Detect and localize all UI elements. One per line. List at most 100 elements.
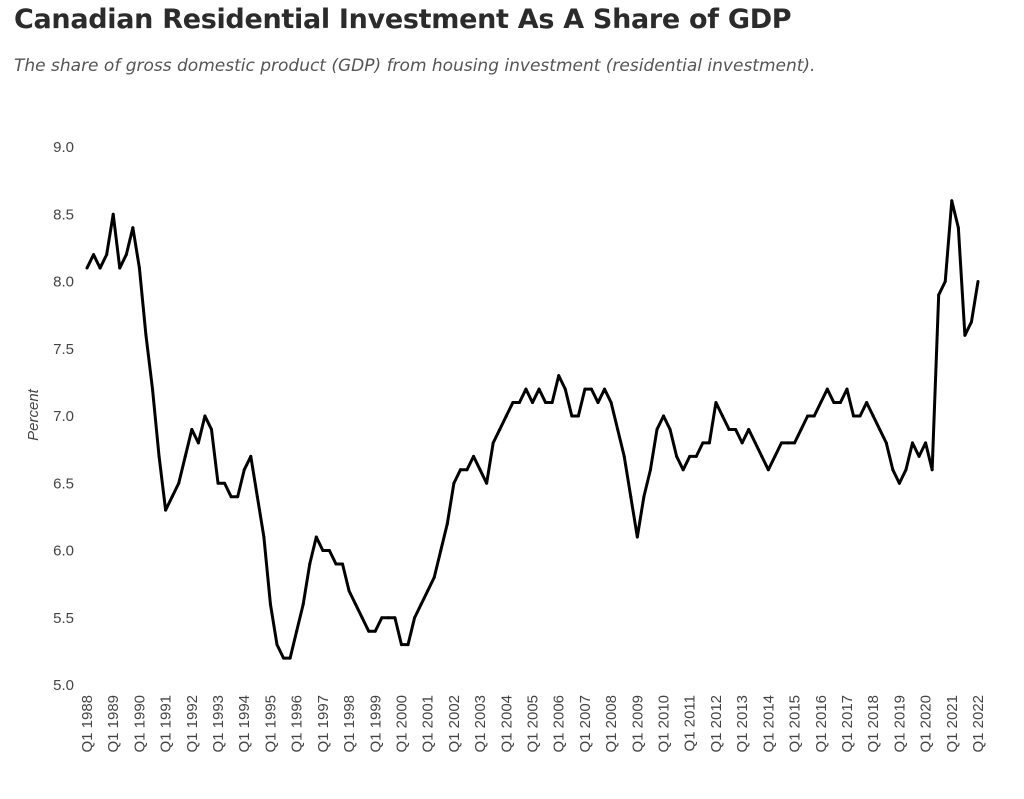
x-tick-label: Q1 1999 — [367, 695, 384, 753]
data-point — [616, 427, 620, 431]
data-point — [720, 414, 724, 418]
x-tick-label: Q1 2021 — [944, 695, 961, 753]
data-point — [393, 616, 397, 620]
data-point — [655, 427, 659, 431]
x-tick-label: Q1 2022 — [970, 695, 987, 753]
data-point — [445, 522, 449, 526]
x-tick-label: Q1 2008 — [603, 695, 620, 753]
data-point — [596, 401, 600, 405]
data-point — [111, 212, 115, 216]
x-tick-label: Q1 1989 — [105, 695, 122, 753]
x-tick-label: Q1 2010 — [656, 695, 673, 753]
data-point — [707, 441, 711, 445]
x-tick-label: Q1 2014 — [760, 695, 777, 753]
data-point — [399, 643, 403, 647]
data-point — [131, 226, 135, 230]
y-tick-label: 6.0 — [53, 543, 74, 560]
data-point — [576, 414, 580, 418]
x-tick-label: Q1 2017 — [839, 695, 856, 753]
data-point — [557, 374, 561, 378]
data-point — [511, 401, 515, 405]
x-tick-label: Q1 2018 — [865, 695, 882, 753]
data-point — [766, 468, 770, 472]
y-tick-label: 6.5 — [53, 475, 74, 492]
data-point — [406, 643, 410, 647]
x-tick-label: Q1 1998 — [341, 695, 358, 753]
y-tick-label: 5.5 — [53, 610, 74, 627]
data-point — [255, 495, 259, 499]
data-point — [295, 629, 299, 633]
x-tick-label: Q1 2003 — [472, 695, 489, 753]
data-point — [871, 414, 875, 418]
x-tick-label: Q1 2013 — [734, 695, 751, 753]
data-point — [897, 481, 901, 485]
data-point — [701, 441, 705, 445]
data-point — [439, 549, 443, 552]
data-point — [570, 414, 574, 418]
data-point — [85, 266, 89, 270]
data-point — [98, 266, 102, 270]
data-point — [681, 468, 685, 472]
x-tick-label: Q1 1991 — [158, 695, 175, 753]
data-point — [275, 643, 279, 647]
x-tick-label: Q1 2002 — [446, 695, 463, 753]
data-point — [458, 468, 462, 472]
data-point — [943, 280, 947, 283]
data-point — [242, 468, 246, 472]
data-point — [779, 441, 783, 445]
data-point — [969, 320, 973, 324]
x-axis: Q1 1988 Q1 1989 Q1 1990 Q1 1991 Q1 1992 Q1 19… — [79, 695, 987, 753]
data-point — [825, 387, 829, 391]
data-point — [635, 535, 639, 539]
y-tick-label: 7.5 — [53, 341, 74, 358]
data-point — [845, 387, 849, 391]
data-point — [413, 616, 417, 620]
x-tick-label: Q1 2020 — [918, 695, 935, 753]
series-group — [85, 199, 980, 660]
data-point — [517, 401, 521, 405]
data-point — [786, 441, 790, 445]
data-point — [904, 468, 908, 472]
x-tick-label: Q1 2001 — [420, 695, 437, 753]
data-point — [884, 441, 888, 445]
data-point — [288, 656, 292, 660]
data-point — [354, 602, 358, 606]
data-point — [865, 401, 869, 405]
data-point — [380, 616, 384, 620]
data-point — [341, 562, 345, 566]
data-point — [367, 629, 371, 633]
data-point — [819, 401, 823, 405]
data-point — [832, 401, 836, 405]
data-point — [314, 535, 318, 539]
data-point — [622, 454, 626, 458]
data-point — [308, 562, 312, 566]
data-point — [282, 656, 286, 660]
data-point — [327, 549, 331, 552]
data-point — [858, 414, 862, 418]
data-point — [917, 454, 921, 458]
data-point — [838, 401, 842, 405]
x-tick-label: Q1 2006 — [551, 695, 568, 753]
data-point — [164, 508, 168, 512]
data-point — [675, 454, 679, 458]
data-point — [694, 454, 698, 458]
x-tick-label: Q1 1994 — [236, 695, 253, 753]
data-point — [426, 589, 430, 593]
data-point — [956, 226, 960, 230]
data-point — [92, 253, 96, 257]
x-tick-label: Q1 2019 — [891, 695, 908, 753]
y-tick-label: 7.0 — [53, 408, 74, 425]
y-tick-label: 8.5 — [53, 206, 74, 223]
data-point — [170, 495, 174, 499]
x-tick-label: Q1 1995 — [262, 695, 279, 753]
data-point — [799, 427, 803, 431]
data-point — [347, 589, 351, 593]
data-point — [524, 387, 528, 391]
x-tick-label: Q1 2015 — [787, 695, 804, 753]
data-point — [727, 427, 731, 431]
data-point — [229, 495, 233, 499]
data-point — [812, 414, 816, 418]
data-point — [609, 401, 613, 405]
data-point — [334, 562, 338, 566]
